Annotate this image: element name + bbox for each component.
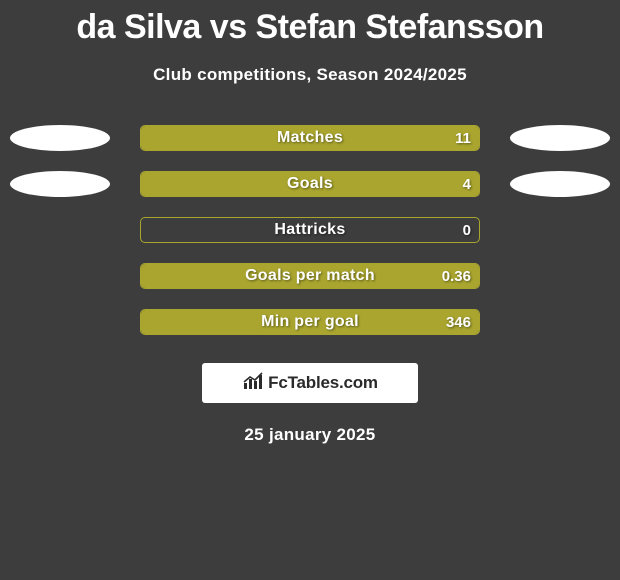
bar-value: 346 xyxy=(446,310,471,334)
stat-row: Goals4 xyxy=(0,171,620,197)
brand-text: FcTables.com xyxy=(268,373,378,393)
bar-label: Goals xyxy=(141,172,479,196)
bar-track: Goals4 xyxy=(140,171,480,197)
bar-track: Hattricks0 xyxy=(140,217,480,243)
bar-label: Matches xyxy=(141,126,479,150)
bar-track: Goals per match0.36 xyxy=(140,263,480,289)
page-title: da Silva vs Stefan Stefansson xyxy=(0,0,620,47)
stat-row: Goals per match0.36 xyxy=(0,263,620,289)
bar-value: 4 xyxy=(463,172,471,196)
bar-label: Min per goal xyxy=(141,310,479,334)
comparison-rows: Matches11 Goals4 Hattricks0 Goals per match… xyxy=(0,125,620,335)
stat-row: Hattricks0 xyxy=(0,217,620,243)
stat-row: Min per goal346 xyxy=(0,309,620,335)
chart-icon xyxy=(242,372,264,395)
bar-label: Hattricks xyxy=(141,218,479,242)
right-oval xyxy=(510,125,610,151)
bar-label: Goals per match xyxy=(141,264,479,288)
bar-value: 0 xyxy=(463,218,471,242)
brand-badge: FcTables.com xyxy=(202,363,418,403)
bar-value: 11 xyxy=(455,126,471,150)
bar-track: Matches11 xyxy=(140,125,480,151)
right-oval xyxy=(510,171,610,197)
date-line: 25 january 2025 xyxy=(0,425,620,445)
bar-track: Min per goal346 xyxy=(140,309,480,335)
bar-value: 0.36 xyxy=(442,264,471,288)
left-oval xyxy=(10,171,110,197)
left-oval xyxy=(10,125,110,151)
subtitle: Club competitions, Season 2024/2025 xyxy=(0,65,620,85)
stat-row: Matches11 xyxy=(0,125,620,151)
